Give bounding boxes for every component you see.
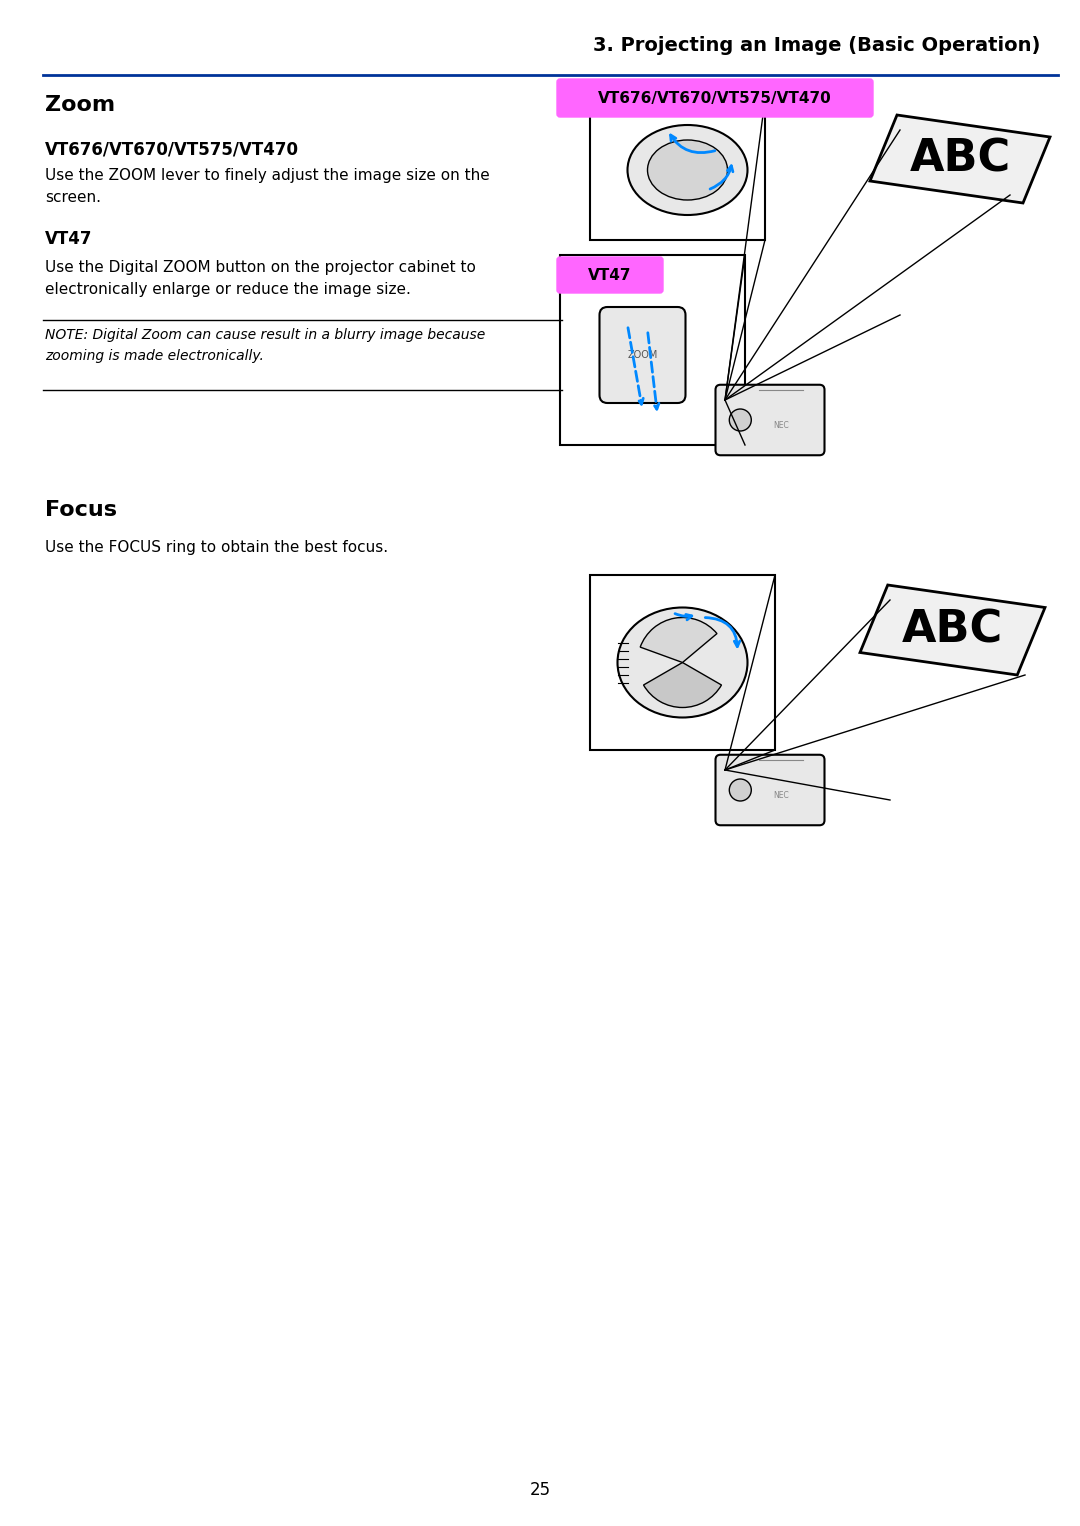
FancyBboxPatch shape	[599, 307, 686, 403]
Text: VT676/VT670/VT575/VT470: VT676/VT670/VT575/VT470	[598, 90, 832, 105]
FancyBboxPatch shape	[715, 755, 824, 826]
Wedge shape	[640, 618, 717, 662]
Polygon shape	[870, 114, 1050, 203]
Text: Use the ZOOM lever to finely adjust the image size on the
screen.: Use the ZOOM lever to finely adjust the …	[45, 168, 489, 204]
Text: 25: 25	[529, 1482, 551, 1499]
Text: NOTE: Digital Zoom can cause result in a blurry image because
zooming is made el: NOTE: Digital Zoom can cause result in a…	[45, 328, 485, 363]
Ellipse shape	[648, 140, 728, 200]
Text: VT676/VT670/VT575/VT470: VT676/VT670/VT575/VT470	[45, 140, 299, 159]
Text: ABC: ABC	[909, 137, 1011, 180]
Text: Use the FOCUS ring to obtain the best focus.: Use the FOCUS ring to obtain the best fo…	[45, 540, 388, 555]
Circle shape	[729, 409, 752, 430]
Text: Zoom: Zoom	[45, 95, 116, 114]
Text: VT47: VT47	[45, 230, 93, 249]
Text: NEC: NEC	[773, 421, 788, 430]
FancyBboxPatch shape	[557, 256, 663, 293]
Text: Focus: Focus	[45, 501, 117, 520]
Text: 3. Projecting an Image (Basic Operation): 3. Projecting an Image (Basic Operation)	[593, 37, 1040, 55]
Text: Use the Digital ZOOM button on the projector cabinet to
electronically enlarge o: Use the Digital ZOOM button on the proje…	[45, 259, 476, 298]
Circle shape	[729, 778, 752, 801]
Ellipse shape	[627, 125, 747, 215]
Polygon shape	[860, 584, 1045, 674]
Text: NEC: NEC	[773, 790, 788, 800]
FancyBboxPatch shape	[715, 385, 824, 455]
Text: VT47: VT47	[589, 267, 632, 282]
Bar	[590, 101, 765, 240]
Wedge shape	[644, 662, 721, 708]
Text: ABC: ABC	[902, 609, 1003, 652]
Ellipse shape	[618, 607, 747, 717]
Bar	[590, 575, 775, 749]
Bar	[561, 255, 745, 446]
FancyBboxPatch shape	[557, 79, 873, 118]
Text: ZOOM: ZOOM	[627, 349, 658, 360]
